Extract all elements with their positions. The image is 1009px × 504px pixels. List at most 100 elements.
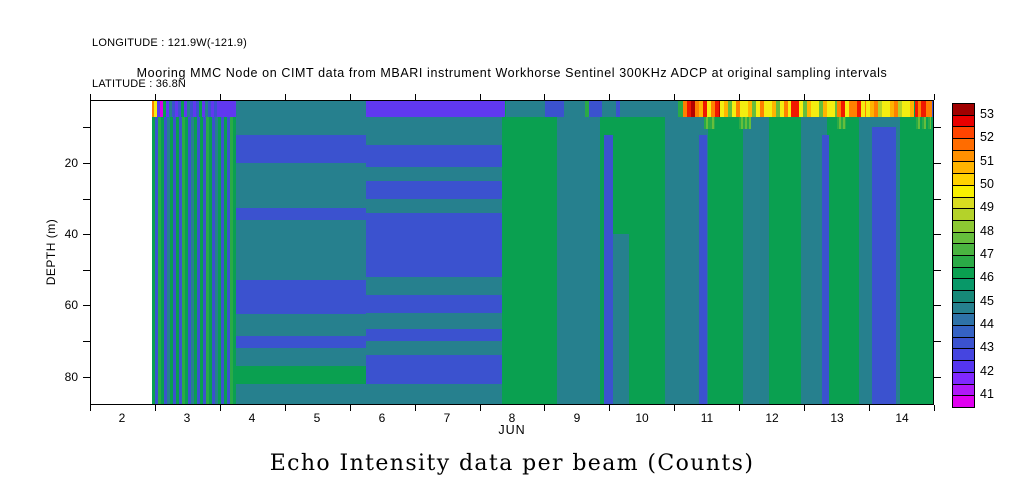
axis-tick — [739, 94, 740, 100]
colorbar-segment — [953, 349, 974, 362]
heatmap-region — [588, 100, 602, 117]
axis-tick — [544, 94, 545, 100]
heatmap-region — [914, 100, 927, 117]
colorbar-segment — [953, 267, 974, 280]
axis-tick — [415, 405, 416, 411]
axis-tick — [934, 234, 941, 235]
colorbar-segment — [953, 220, 974, 233]
heatmap-region — [703, 116, 715, 130]
colorbar-tick-label: 50 — [980, 177, 994, 191]
colorbar-segment — [953, 291, 974, 303]
heatmap-region — [915, 116, 931, 130]
x-tick-label: 11 — [700, 411, 714, 425]
axis-tick — [934, 341, 941, 342]
x-tick-label: 8 — [508, 411, 516, 425]
heatmap-region — [236, 134, 366, 163]
colorbar-segment — [953, 104, 974, 116]
colorbar-segment — [953, 337, 974, 350]
axis-tick — [83, 341, 90, 342]
heatmap-region — [365, 100, 503, 405]
axis-tick — [804, 405, 805, 411]
colorbar — [952, 103, 975, 408]
heatmap-region — [236, 280, 366, 315]
axis-tick — [83, 377, 90, 378]
figure-caption: Echo Intensity data per beam (Counts) — [269, 451, 755, 476]
x-tick-label: 10 — [635, 411, 649, 425]
axis-tick — [674, 405, 675, 411]
x-tick-label: 9 — [573, 411, 581, 425]
heatmap-region — [544, 100, 564, 117]
colorbar-segment — [953, 372, 974, 385]
axis-tick — [83, 163, 90, 164]
colorbar-segment — [953, 279, 974, 291]
y-tick-label: 40 — [64, 227, 78, 241]
colorbar-segment — [953, 396, 974, 407]
heatmap-region — [719, 100, 792, 117]
heatmap-region — [365, 116, 503, 146]
heatmap-region — [365, 198, 503, 213]
heatmap-region — [683, 100, 720, 117]
x-tick-label: 12 — [765, 411, 779, 425]
colorbar-segment — [953, 326, 974, 338]
colorbar-tick-label: 43 — [980, 340, 994, 354]
heatmap-region — [932, 100, 934, 117]
axis-tick — [869, 94, 870, 100]
plot-title: Mooring MMC Node on CIMT data from MBARI… — [136, 66, 888, 80]
axis-tick — [934, 305, 941, 306]
axis-tick — [609, 405, 610, 411]
axis-tick — [480, 405, 481, 411]
colorbar-segment — [953, 302, 974, 315]
heatmap-region — [799, 100, 837, 117]
x-tick-label: 6 — [378, 411, 386, 425]
heatmap-region — [585, 100, 589, 117]
colorbar-tick-label: 48 — [980, 224, 994, 238]
y-tick-label: 20 — [64, 156, 78, 170]
axis-tick — [83, 234, 90, 235]
heatmap-region — [604, 134, 613, 405]
x-tick-label: 3 — [183, 411, 191, 425]
axis-tick — [869, 405, 870, 411]
heatmap-region — [791, 100, 799, 117]
y-axis-title: DEPTH (m) — [44, 218, 58, 286]
colorbar-tick-label: 51 — [980, 154, 994, 168]
colorbar-tick-label: 42 — [980, 364, 994, 378]
colorbar-segment — [953, 314, 974, 327]
y-tick-label: 80 — [64, 370, 78, 384]
axis-tick — [480, 94, 481, 100]
axis-tick — [804, 94, 805, 100]
colorbar-tick-label: 41 — [980, 387, 994, 401]
heatmap-region — [156, 100, 217, 117]
heatmap-region — [615, 100, 621, 117]
x-tick-label: 2 — [118, 411, 126, 425]
axis-tick — [155, 94, 156, 100]
axis-tick — [609, 94, 610, 100]
axis-tick — [220, 405, 221, 411]
y-tick-label: 60 — [64, 298, 78, 312]
axis-tick — [83, 127, 90, 128]
colorbar-segment — [953, 150, 974, 163]
x-tick-label: 14 — [895, 411, 909, 425]
axis-tick — [350, 405, 351, 411]
heatmap-region — [365, 166, 503, 181]
colorbar-tick-label: 52 — [980, 130, 994, 144]
colorbar-tick-label: 46 — [980, 270, 994, 284]
colorbar-segment — [953, 162, 974, 175]
heatmap-region — [822, 134, 829, 405]
heatmap-region — [926, 100, 932, 117]
latitude-label: LATITUDE : 36.8N — [92, 77, 187, 90]
colorbar-segment — [953, 115, 974, 128]
axis-tick — [90, 405, 91, 411]
heatmap-region — [742, 116, 769, 405]
colorbar-segment — [953, 244, 974, 256]
x-axis-title: JUN — [498, 423, 526, 437]
heatmap-region — [236, 335, 366, 349]
axis-tick — [934, 127, 941, 128]
heatmap-region — [836, 116, 846, 130]
heatmap-region — [365, 383, 503, 405]
heatmap-region — [365, 100, 506, 117]
heatmap-region — [236, 365, 366, 384]
longitude-label: LONGITUDE : 121.9W(-121.9) — [92, 37, 247, 49]
heatmap-region — [872, 127, 897, 405]
colorbar-segment — [953, 127, 974, 140]
